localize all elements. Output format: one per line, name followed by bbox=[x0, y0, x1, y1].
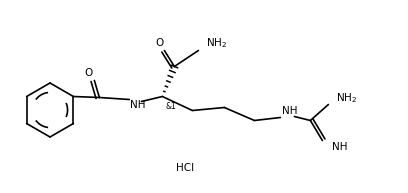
Text: NH: NH bbox=[131, 101, 146, 111]
Text: O: O bbox=[155, 38, 164, 48]
Text: O: O bbox=[84, 69, 93, 79]
Text: NH$_2$: NH$_2$ bbox=[206, 37, 228, 50]
Text: HCl: HCl bbox=[176, 163, 194, 173]
Text: NH: NH bbox=[333, 141, 348, 152]
Text: NH: NH bbox=[282, 106, 298, 115]
Text: NH$_2$: NH$_2$ bbox=[336, 92, 357, 105]
Text: &1: &1 bbox=[165, 102, 176, 111]
